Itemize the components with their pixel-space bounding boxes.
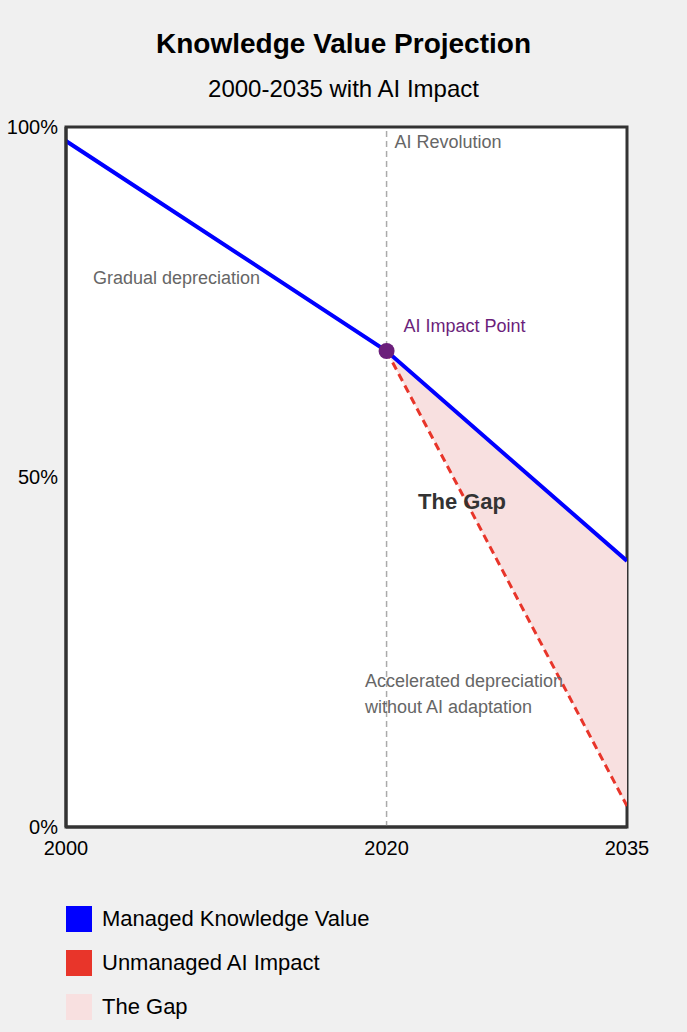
html-text:The Gap: The Gap [102,994,188,1019]
svg-text:AI Impact Point: AI Impact Point [404,316,526,336]
html-text:Gradual depreciation: Gradual depreciation [93,268,261,288]
svg-text:2035: 2035 [605,837,650,859]
html-text:Managed Knowledge Value: Managed Knowledge Value [102,906,370,931]
html-text:Knowledge Value Projection: Knowledge Value Projection [156,28,531,59]
svg-text:100%: 100% [8,116,58,138]
html-text:Accelerated depreciation: Accelerated depreciation [365,671,564,691]
svg-text:2000: 2000 [44,837,89,859]
html-text:The Gap: The Gap [418,489,506,514]
svg-text:2020: 2020 [364,837,409,859]
svg-text:50%: 50% [18,466,58,488]
html-text:2000-2035 with AI Impact: 2000-2035 with AI Impact [208,75,479,102]
html-text:Unmanaged AI Impact: Unmanaged AI Impact [102,950,320,975]
svg-text:0%: 0% [29,816,58,838]
svg-text:AI Revolution: AI Revolution [395,132,502,152]
html-text:without AI adaptation: without AI adaptation [365,697,533,717]
